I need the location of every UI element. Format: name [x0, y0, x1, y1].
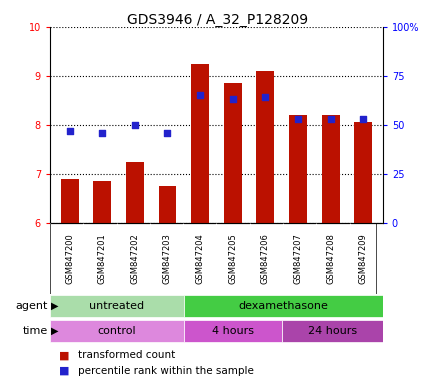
Bar	[288, 115, 306, 223]
Point	[99, 129, 105, 136]
Text: GSM847208: GSM847208	[326, 233, 334, 284]
Text: GSM847204: GSM847204	[195, 233, 204, 284]
Text: dexamethasone: dexamethasone	[238, 301, 328, 311]
Text: GSM847207: GSM847207	[293, 233, 302, 284]
FancyBboxPatch shape	[50, 320, 183, 343]
Point	[229, 96, 236, 103]
Bar	[223, 83, 241, 223]
Text: control: control	[97, 326, 136, 336]
FancyBboxPatch shape	[184, 320, 281, 343]
Text: ▶: ▶	[51, 301, 58, 311]
Text: GSM847200: GSM847200	[65, 233, 74, 284]
Point	[196, 92, 203, 98]
FancyBboxPatch shape	[281, 320, 382, 343]
Text: GDS3946 / A_32_P128209: GDS3946 / A_32_P128209	[127, 13, 307, 27]
Text: GSM847202: GSM847202	[130, 233, 139, 284]
Text: percentile rank within the sample: percentile rank within the sample	[78, 366, 253, 376]
FancyBboxPatch shape	[50, 295, 183, 318]
Bar	[256, 71, 274, 223]
Bar	[125, 162, 144, 223]
Text: ■: ■	[59, 350, 69, 360]
Text: ■: ■	[59, 366, 69, 376]
Bar	[60, 179, 79, 223]
Text: agent: agent	[16, 301, 48, 311]
Text: GSM847205: GSM847205	[228, 233, 237, 284]
FancyBboxPatch shape	[184, 295, 382, 318]
Bar	[353, 122, 372, 223]
Bar	[93, 181, 111, 223]
Bar	[191, 64, 209, 223]
Text: ▶: ▶	[51, 326, 58, 336]
Point	[359, 116, 366, 122]
Text: transformed count: transformed count	[78, 350, 175, 360]
Text: 24 hours: 24 hours	[307, 326, 356, 336]
Point	[326, 116, 333, 122]
Point	[164, 129, 171, 136]
Text: GSM847209: GSM847209	[358, 233, 367, 284]
Text: GSM847201: GSM847201	[98, 233, 106, 284]
Point	[66, 127, 73, 134]
Text: untreated: untreated	[89, 301, 144, 311]
Text: 4 hours: 4 hours	[211, 326, 253, 336]
Text: GSM847206: GSM847206	[260, 233, 269, 284]
Point	[261, 94, 268, 101]
Bar	[158, 186, 176, 223]
Text: time: time	[23, 326, 48, 336]
Text: GSM847203: GSM847203	[163, 233, 171, 284]
Point	[131, 122, 138, 128]
Bar	[321, 115, 339, 223]
Point	[294, 116, 301, 122]
